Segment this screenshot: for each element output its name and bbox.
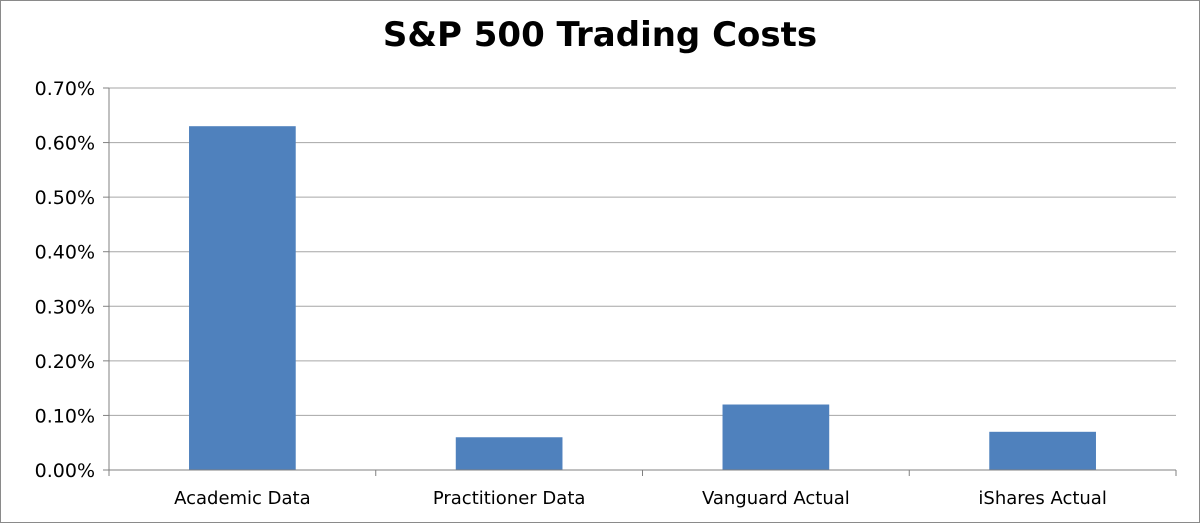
- bar: [989, 431, 1096, 470]
- y-tick-label: 0.20%: [35, 351, 95, 373]
- x-tick-label: Academic Data: [174, 488, 311, 509]
- bar: [722, 404, 830, 470]
- x-tick-label: Practitioner Data: [433, 488, 586, 509]
- y-tick-label: 0.40%: [35, 242, 95, 264]
- bar: [189, 126, 296, 470]
- x-tick-label: iShares Actual: [978, 488, 1106, 509]
- x-axis-labels: Academic Data Practitioner Data Vanguard A…: [174, 488, 1107, 509]
- bar: [455, 437, 563, 470]
- y-tick-label: 0.10%: [35, 405, 95, 427]
- chart-title: S&P 500 Trading Costs: [382, 15, 818, 55]
- y-tick-label: 0.30%: [35, 296, 95, 318]
- y-axis-ticks: 0.00% 0.10% 0.20% 0.30% 0.40% 0.50% 0.60% 0.70%: [35, 78, 109, 482]
- y-tick-label: 0.00%: [35, 460, 95, 482]
- y-tick-label: 0.70%: [35, 78, 95, 100]
- y-tick-label: 0.50%: [35, 187, 95, 209]
- axes: [108, 88, 1177, 476]
- y-tick-label: 0.60%: [35, 133, 95, 155]
- bars: [189, 126, 1096, 470]
- x-tick-label: Vanguard Actual: [702, 488, 850, 509]
